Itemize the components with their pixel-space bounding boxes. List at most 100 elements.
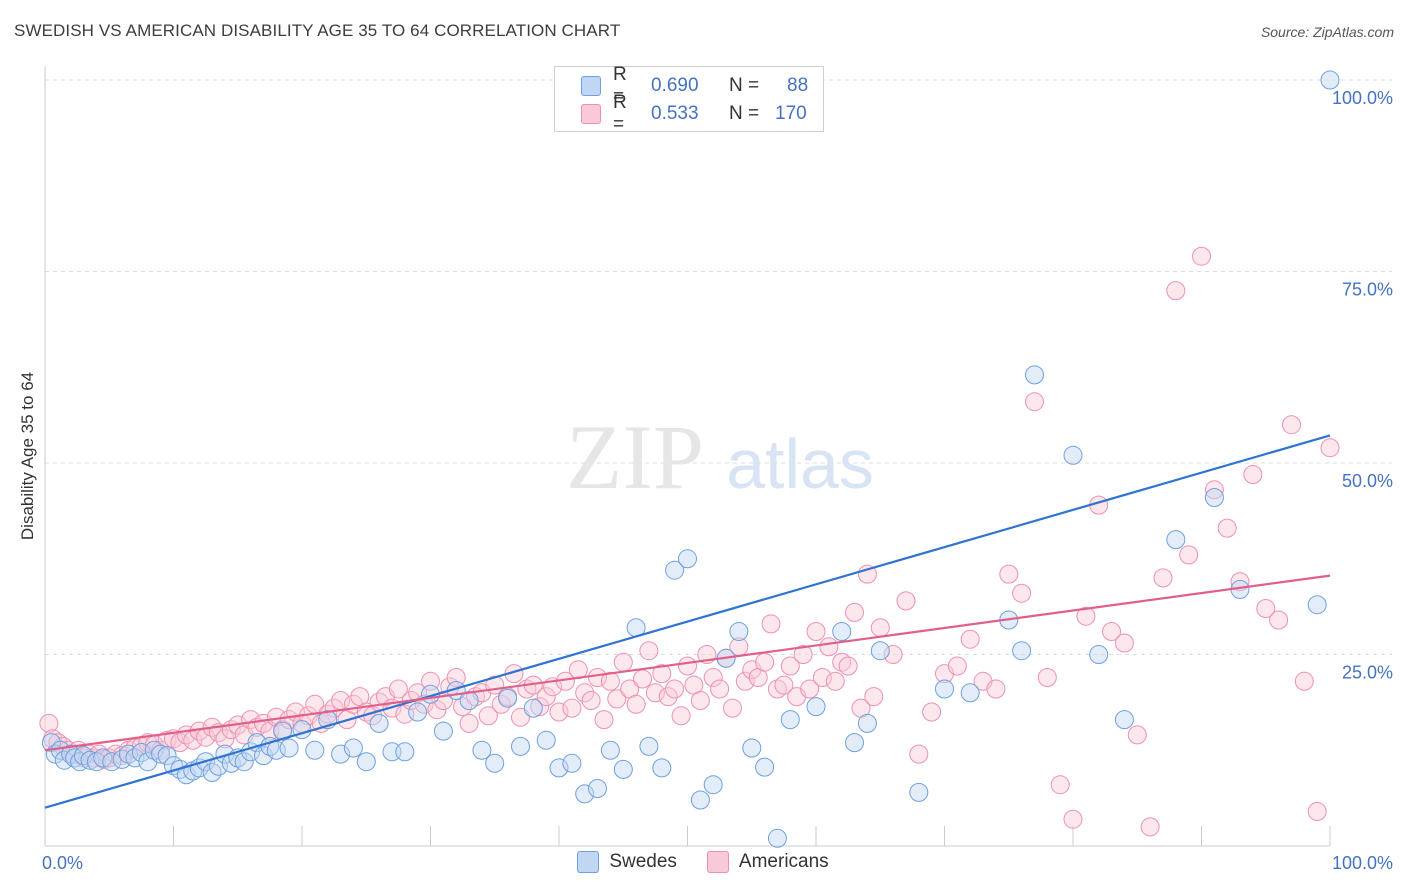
- n-label: N =: [729, 75, 760, 96]
- point-americans-146: [1050, 775, 1070, 795]
- point-americans-159: [1217, 518, 1237, 538]
- y-tick-label: 75.0%: [1342, 280, 1393, 300]
- point-americans-100: [665, 679, 685, 699]
- point-americans-132: [870, 618, 890, 638]
- x-tick-label-min: 0.0%: [42, 853, 83, 873]
- point-americans-143: [1012, 583, 1032, 603]
- point-americans-157: [1192, 246, 1211, 266]
- point-swedes-92: [1166, 530, 1186, 550]
- point-americans-155: [1166, 281, 1186, 301]
- point-swedes-75: [755, 757, 775, 777]
- source-label: Source: ZipAtlas.com: [1260, 24, 1394, 40]
- point-swedes-17: [144, 740, 164, 760]
- point-americans-104: [690, 691, 710, 710]
- point-americans-150: [1102, 622, 1121, 641]
- point-americans-156: [1179, 545, 1199, 565]
- r-value: 0.690: [651, 75, 699, 96]
- point-swedes-34: [254, 746, 273, 766]
- point-swedes-96: [1320, 70, 1340, 90]
- point-swedes-47: [395, 742, 415, 762]
- point-swedes-88: [1025, 365, 1044, 385]
- point-americans-80: [536, 687, 556, 707]
- point-americans-109: [723, 698, 742, 718]
- point-swedes-61: [575, 784, 595, 804]
- point-swedes-81: [857, 713, 877, 733]
- point-swedes-76: [767, 828, 787, 848]
- n-value: 170: [775, 103, 807, 124]
- point-americans-153: [1140, 817, 1160, 837]
- y-tick-label: 25.0%: [1342, 663, 1393, 683]
- point-americans-106: [703, 668, 723, 687]
- point-swedes-90: [1089, 645, 1109, 664]
- point-americans-111: [735, 671, 755, 691]
- point-americans-139: [960, 629, 980, 649]
- trend-line-swedes: [44, 434, 1331, 809]
- point-swedes-38: [279, 738, 299, 758]
- point-americans-98: [652, 664, 672, 684]
- point-swedes-80: [845, 733, 864, 753]
- legend-row-americans: R = 0.533 N = 170: [581, 92, 807, 135]
- point-americans-164: [1282, 415, 1301, 435]
- point-americans-126: [832, 652, 852, 672]
- point-americans-136: [922, 702, 942, 722]
- point-americans-151: [1114, 633, 1134, 653]
- point-americans-167: [1320, 438, 1340, 458]
- legend-label-swedes: Swedes: [609, 851, 677, 872]
- point-americans-0: [39, 713, 59, 733]
- point-swedes-40: [305, 740, 325, 760]
- point-americans-134: [896, 591, 916, 611]
- point-swedes-83: [909, 782, 929, 802]
- y-tick-label: 50.0%: [1342, 471, 1393, 491]
- point-swedes-53: [472, 740, 492, 760]
- series-americans: [39, 246, 1340, 837]
- point-americans-127: [838, 656, 858, 676]
- point-swedes-71: [703, 775, 723, 795]
- point-swedes-58: [536, 730, 556, 750]
- point-americans-121: [800, 679, 820, 699]
- point-americans-145: [1037, 668, 1057, 687]
- point-swedes-62: [588, 779, 607, 798]
- point-swedes-73: [729, 622, 749, 641]
- series-legend: Swedes Americans: [0, 851, 1406, 873]
- watermark-atlas: atlas: [726, 425, 874, 503]
- point-americans-163: [1269, 610, 1289, 630]
- point-swedes-43: [343, 738, 363, 758]
- point-swedes-45: [369, 713, 389, 733]
- trend-line-americans: [44, 574, 1331, 752]
- point-americans-40: [279, 710, 299, 730]
- americans-swatch: [581, 104, 601, 124]
- r-label: R =: [613, 92, 627, 135]
- point-swedes-37: [273, 721, 293, 741]
- point-swedes-93: [1204, 488, 1224, 507]
- point-americans-91: [607, 689, 627, 709]
- point-americans-124: [819, 637, 839, 657]
- point-swedes-85: [960, 683, 980, 703]
- point-americans-131: [864, 687, 884, 707]
- point-swedes-60: [562, 753, 582, 773]
- point-americans-117: [774, 675, 794, 695]
- n-value: 88: [787, 75, 809, 96]
- watermark: ZIP atlas: [566, 406, 874, 508]
- gridlines: [45, 79, 1392, 655]
- legend-item-americans[interactable]: Americans: [706, 851, 829, 873]
- point-americans-125: [825, 671, 845, 691]
- point-swedes-64: [613, 759, 633, 779]
- point-swedes-9: [86, 752, 106, 772]
- point-swedes-14: [125, 748, 145, 768]
- point-americans-144: [1025, 392, 1044, 412]
- legend-item-swedes[interactable]: Swedes: [577, 851, 677, 873]
- swedes-swatch: [581, 76, 601, 96]
- axes: [44, 66, 1331, 847]
- legend-row-swedes: R = 0.690 N = 88: [581, 64, 809, 107]
- point-americans-79: [530, 697, 550, 717]
- point-swedes-95: [1307, 595, 1327, 615]
- point-americans-87: [581, 691, 601, 710]
- point-swedes-63: [600, 740, 620, 760]
- r-value: 0.533: [651, 103, 699, 124]
- point-americans-102: [678, 656, 697, 676]
- point-swedes-31: [234, 752, 254, 772]
- point-americans-94: [626, 694, 646, 714]
- point-americans-82: [549, 702, 569, 722]
- point-americans-133: [883, 645, 903, 664]
- point-swedes-69: [678, 549, 697, 569]
